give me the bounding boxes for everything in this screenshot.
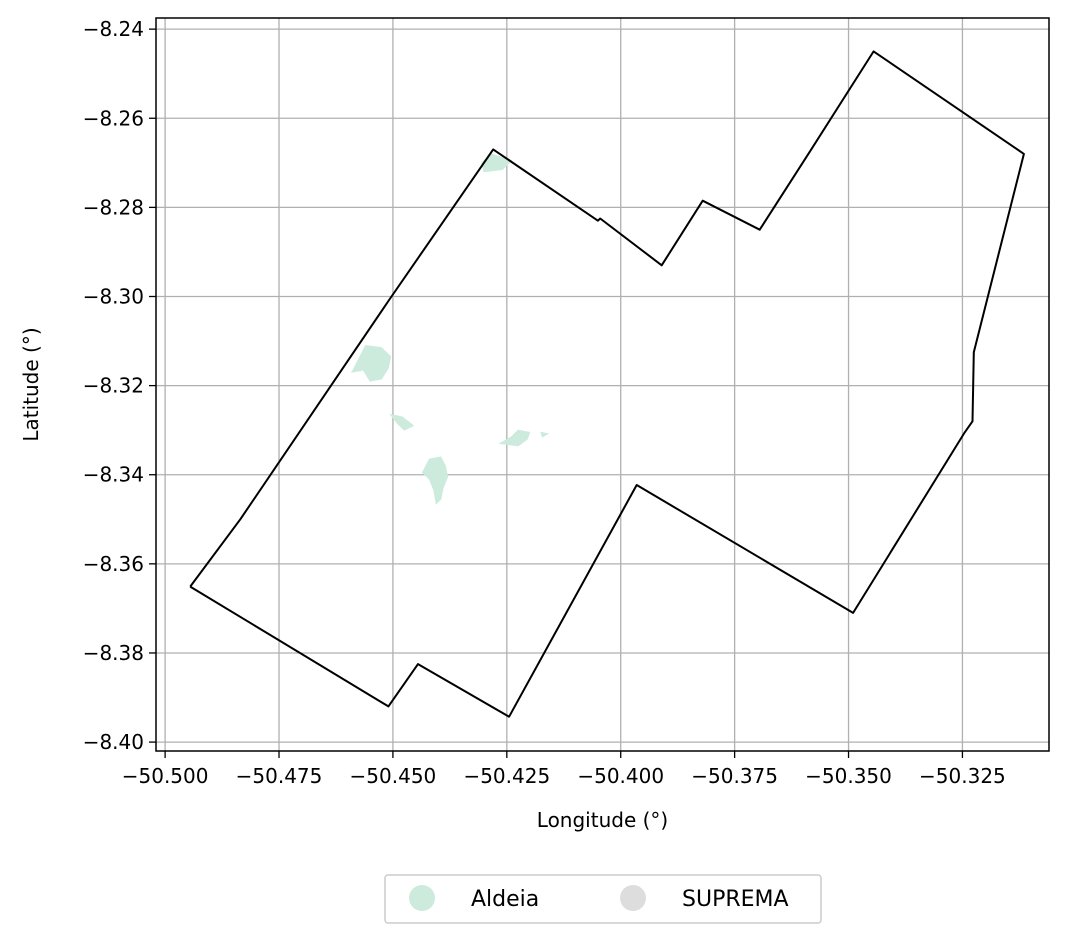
legend-label-aldeia: Aldeia bbox=[471, 887, 539, 912]
legend-marker-aldeia bbox=[409, 885, 435, 911]
x-tick-label: −50.475 bbox=[236, 764, 323, 788]
x-tick-label: −50.350 bbox=[805, 764, 892, 788]
y-axis-label: Latitude (°) bbox=[19, 327, 43, 441]
x-tick-label: −50.375 bbox=[691, 764, 778, 788]
territory-boundary bbox=[189, 50, 1025, 718]
grid bbox=[156, 18, 1049, 751]
y-tick-label: −8.28 bbox=[83, 195, 144, 219]
legend-marker-suprema bbox=[620, 885, 646, 911]
legend-frame bbox=[384, 874, 822, 924]
x-tick-label: −50.450 bbox=[350, 764, 437, 788]
y-tick-label: −8.38 bbox=[83, 641, 144, 665]
y-tick-label: −8.24 bbox=[83, 17, 144, 41]
aldeia-area bbox=[389, 413, 415, 431]
legend: Aldeia SUPREMA bbox=[384, 874, 822, 924]
x-tick-label: −50.325 bbox=[919, 764, 1006, 788]
aldeia-area bbox=[498, 429, 531, 447]
boundary-line bbox=[189, 50, 1025, 718]
aldeia-area bbox=[350, 344, 392, 382]
y-tick-label: −8.32 bbox=[83, 374, 144, 398]
x-axis-label: Longitude (°) bbox=[537, 808, 668, 832]
aldeia-area bbox=[421, 456, 449, 505]
x-tick-label: −50.500 bbox=[122, 764, 209, 788]
y-tick-label: −8.26 bbox=[83, 106, 144, 130]
x-tick-label: −50.425 bbox=[463, 764, 550, 788]
y-tick-label: −8.34 bbox=[83, 463, 144, 487]
legend-label-suprema: SUPREMA bbox=[682, 887, 789, 912]
y-tick-label: −8.40 bbox=[83, 730, 144, 754]
ticks: −50.500 −50.475 −50.450 −50.425 −50.400 −50.3… bbox=[83, 17, 1006, 788]
y-tick-label: −8.30 bbox=[83, 284, 144, 308]
aldeia-area bbox=[540, 431, 550, 438]
x-tick-label: −50.400 bbox=[577, 764, 664, 788]
aldeia-areas bbox=[350, 153, 550, 505]
axes-frame bbox=[155, 17, 1050, 752]
y-tick-label: −8.36 bbox=[83, 552, 144, 576]
